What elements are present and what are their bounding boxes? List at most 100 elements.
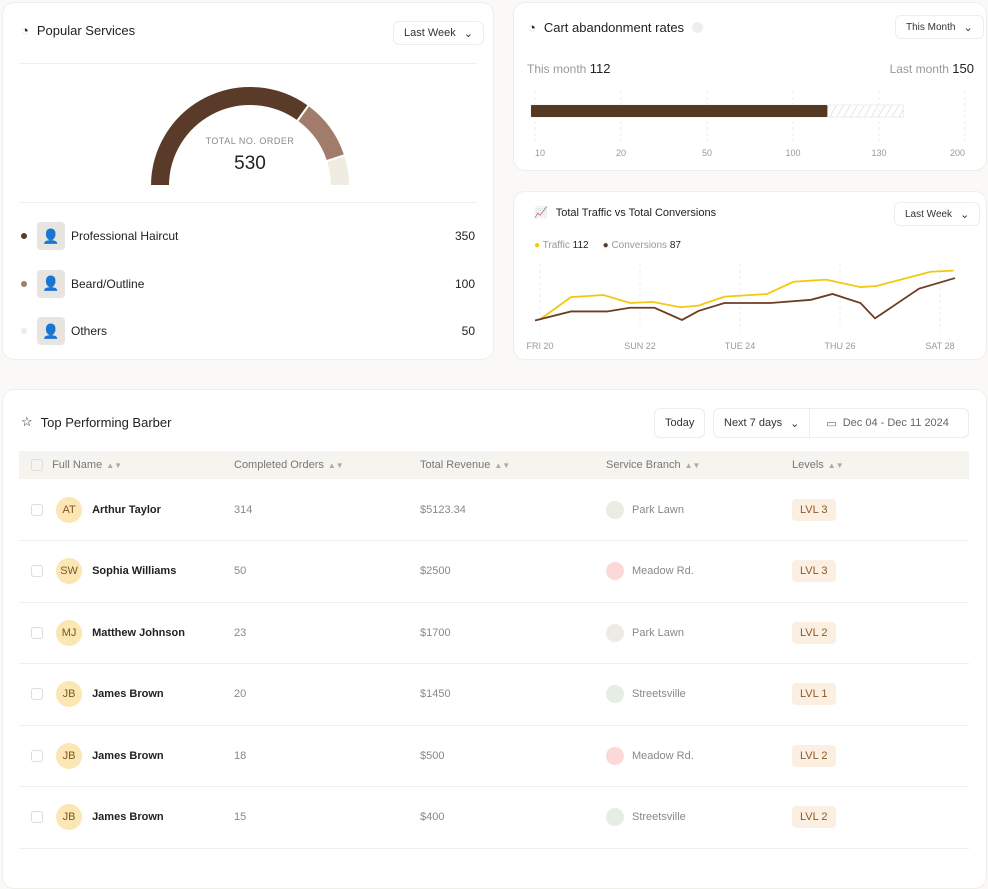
stat-value: 150 — [952, 61, 974, 76]
completed-orders: 314 — [234, 479, 420, 541]
x-tick-label: TUE 24 — [725, 341, 756, 351]
card-title: ◔ Cart abandonment rates — [528, 20, 704, 35]
building-icon — [606, 808, 624, 827]
table-row[interactable]: JB James Brown 15 $400 Streetsville LVL 2 — [19, 786, 969, 849]
this-month-bar — [531, 105, 828, 117]
table-row[interactable]: JB James Brown 18 $500 Meadow Rd. LVL 2 — [19, 725, 969, 787]
building-icon — [606, 562, 624, 581]
avatar: JB — [56, 804, 83, 831]
divider — [19, 63, 477, 64]
table-row[interactable]: MJ Matthew Johnson 23 $1700 Park Lawn LVL… — [19, 602, 969, 664]
header-total-revenue[interactable]: Total Revenue — [420, 459, 491, 471]
avatar: MJ — [56, 619, 83, 646]
today-button[interactable]: Today — [654, 408, 706, 438]
date-range-picker[interactable]: ▭ Dec 04 - Dec 11 2024 — [818, 417, 957, 430]
header-completed-orders[interactable]: Completed Orders — [234, 459, 324, 471]
total-revenue: $500 — [420, 725, 606, 787]
barber-name: Sophia Williams — [92, 565, 177, 578]
service-name: Others — [71, 324, 108, 338]
table-row[interactable]: AT Arthur Taylor 314 $5123.34 Park Lawn L… — [19, 479, 969, 541]
header-service-branch[interactable]: Service Branch — [606, 459, 681, 471]
legend-label: Traffic — [542, 240, 570, 251]
date-range-text: Dec 04 - Dec 11 2024 — [842, 417, 949, 429]
select-all-checkbox[interactable] — [31, 459, 43, 472]
completed-orders: 15 — [234, 786, 420, 849]
avatar: AT — [56, 496, 83, 523]
sort-icon[interactable]: ▲▼ — [106, 460, 123, 470]
completed-orders: 50 — [234, 540, 420, 603]
service-avatar: 👤 — [37, 222, 65, 250]
total-revenue: $1450 — [420, 663, 606, 726]
avatar: JB — [56, 681, 83, 708]
sort-icon[interactable]: ▲▼ — [327, 461, 344, 470]
legend-value: 112 — [572, 240, 589, 251]
header-levels[interactable]: Levels — [792, 459, 824, 471]
this-month-stat: This month 112 — [527, 61, 610, 76]
row-checkbox[interactable] — [31, 626, 43, 639]
table-row[interactable]: SW Sophia Williams 50 $2500 Meadow Rd. LV… — [19, 540, 969, 603]
traffic-card: 📈 Total Traffic vs Total Conversions Last… — [513, 191, 987, 360]
sort-icon[interactable]: ▲▼ — [827, 461, 844, 470]
tick-label: 50 — [702, 148, 712, 158]
header-full-name[interactable]: Full Name — [52, 458, 103, 471]
row-checkbox[interactable] — [31, 688, 43, 701]
building-icon — [606, 500, 624, 519]
service-item: 👤 Professional Haircut 350 — [21, 221, 475, 251]
sort-icon[interactable]: ▲▼ — [684, 461, 701, 470]
card-title: ◔ Popular Services — [21, 23, 135, 38]
dropdown-label: Last Week — [404, 27, 456, 39]
service-avatar: 👤 — [37, 269, 65, 298]
range-dropdown[interactable]: Next 7 days ⌄ — [714, 409, 811, 437]
line-chart-icon: 📈 — [534, 207, 548, 219]
service-value: 100 — [454, 276, 475, 291]
period-dropdown[interactable]: This Month ⌄ — [895, 15, 984, 39]
calendar-icon: ▭ — [826, 417, 837, 430]
row-checkbox[interactable] — [31, 749, 43, 762]
service-value: 350 — [454, 229, 475, 243]
title-text: Total Traffic vs Total Conversions — [555, 206, 717, 219]
service-item: 👤 Beard/Outline 100 — [21, 269, 475, 299]
series-line-traffic — [539, 269, 954, 321]
barber-name: James Brown — [92, 688, 164, 701]
level-badge: LVL 3 — [792, 560, 836, 583]
button-label: Today — [665, 417, 695, 429]
barber-name: James Brown — [92, 811, 164, 824]
avatar: SW — [56, 558, 83, 585]
x-tick-label: SUN 22 — [624, 341, 656, 351]
info-icon[interactable] — [692, 22, 704, 33]
branch-name: Park Lawn — [632, 503, 684, 516]
tick-label: 130 — [871, 148, 886, 158]
legend-traffic: ● Traffic 112 — [534, 240, 589, 251]
popular-services-card: ◔ Popular Services Last Week ⌄ TOTAL NO. O… — [2, 2, 494, 360]
table-header: Full Name ▲▼ Completed Orders ▲▼ Total Rev… — [19, 451, 969, 479]
service-name: Beard/Outline — [71, 276, 145, 291]
star-icon: ☆ — [21, 414, 33, 429]
service-value: 50 — [461, 324, 475, 338]
branch-name: Park Lawn — [632, 626, 684, 639]
gauge-label: TOTAL NO. ORDER — [205, 136, 295, 146]
tick-label: 10 — [535, 148, 545, 158]
cart-bar-chart: 10 20 50 100 130 200 — [530, 91, 966, 158]
barber-name: Matthew Johnson — [92, 626, 185, 639]
card-title: 📈 Total Traffic vs Total Conversions — [534, 206, 717, 220]
gauge-total: 530 — [234, 153, 266, 174]
dropdown-label: Last Week — [905, 208, 953, 220]
row-checkbox[interactable] — [31, 811, 43, 824]
dropdown-label: This Month — [906, 21, 956, 33]
x-tick-label: FRI 20 — [526, 341, 553, 351]
legend-dot — [21, 280, 27, 287]
row-checkbox[interactable] — [31, 503, 43, 516]
period-dropdown[interactable]: Last Week ⌄ — [894, 202, 981, 226]
level-badge: LVL 1 — [792, 683, 836, 706]
branch-name: Streetsville — [632, 811, 686, 824]
period-dropdown[interactable]: Last Week ⌄ — [393, 21, 484, 45]
sort-icon[interactable]: ▲▼ — [494, 461, 511, 470]
chevron-down-icon: ⌄ — [960, 208, 970, 221]
barber-name: James Brown — [92, 749, 164, 762]
row-checkbox[interactable] — [31, 565, 43, 578]
legend-conversions: ● Conversions 87 — [602, 240, 681, 251]
table-row[interactable]: JB James Brown 20 $1450 Streetsville LVL … — [19, 663, 969, 726]
chart-legend: ● Traffic 112 ● Conversions 87 — [534, 240, 681, 251]
date-filter: Next 7 days ⌄ ▭ Dec 04 - Dec 11 2024 — [713, 408, 969, 438]
divider — [19, 202, 477, 203]
